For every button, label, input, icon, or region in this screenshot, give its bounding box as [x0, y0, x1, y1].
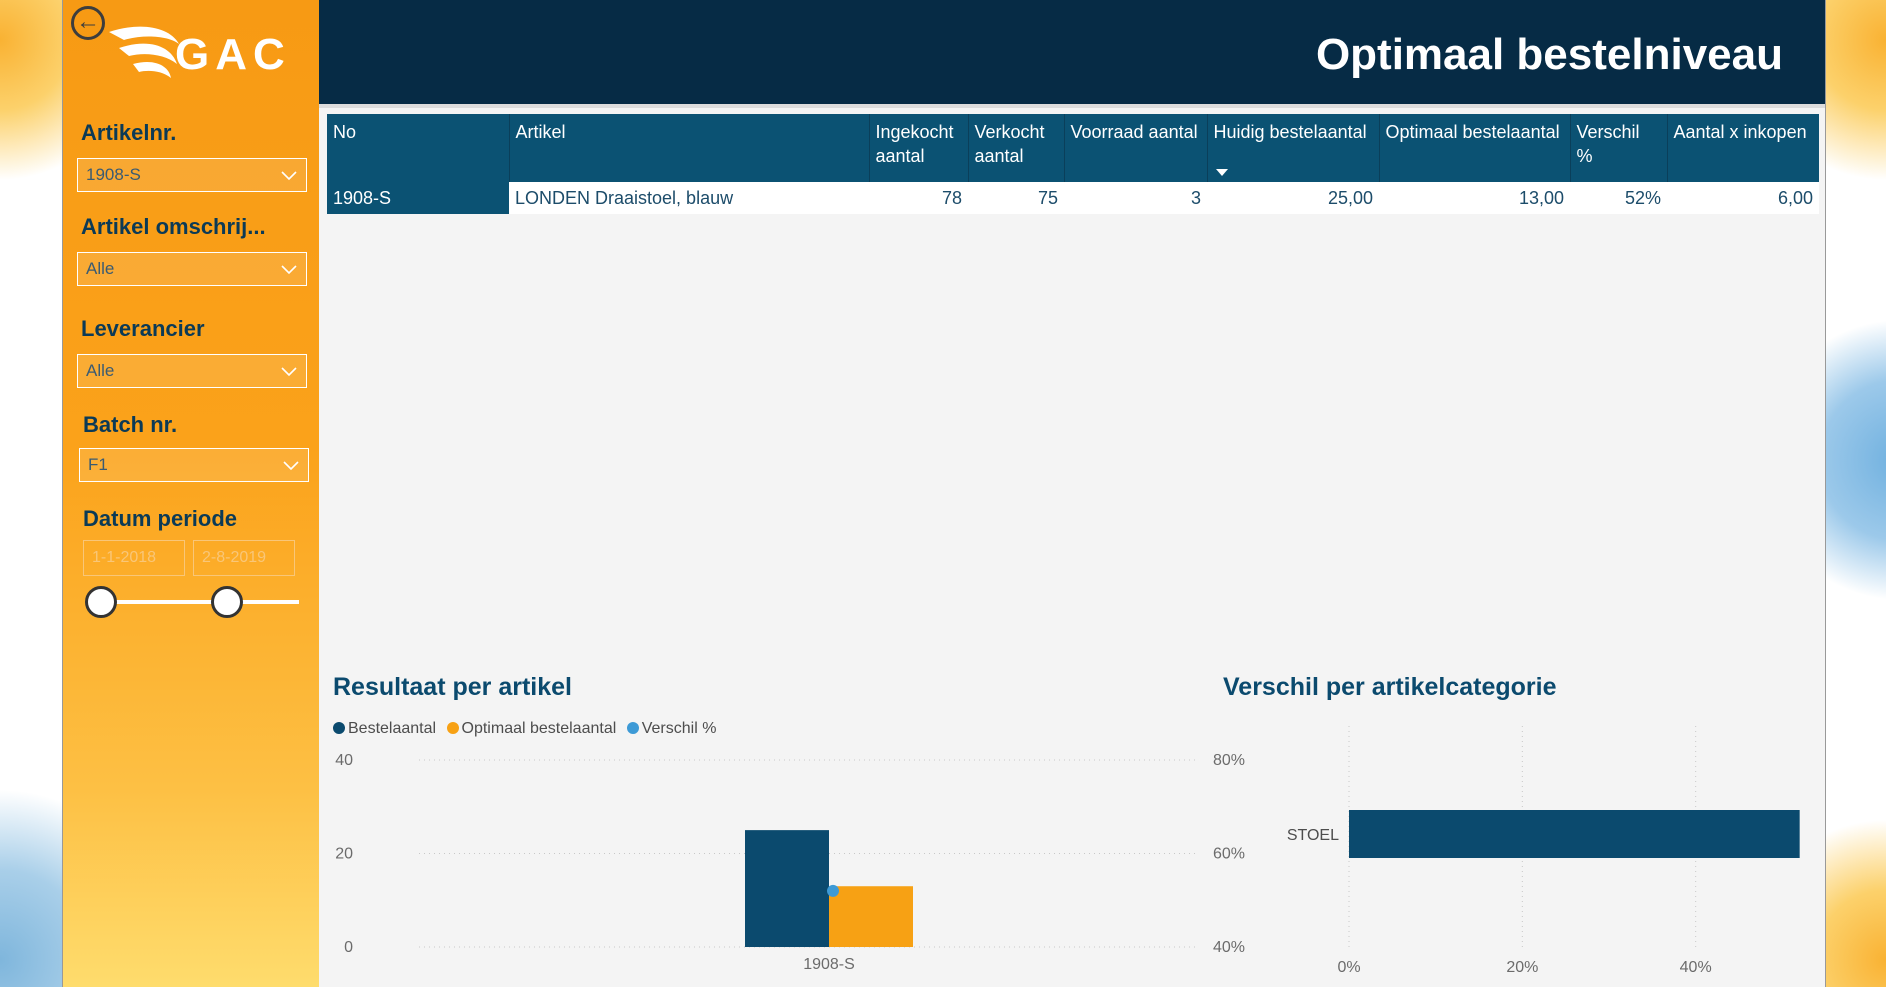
- col-header-huidig-label: Huidig bestelaantal: [1213, 122, 1367, 142]
- x-tick-label: 40%: [1680, 959, 1712, 976]
- artikelnr-dropdown[interactable]: 1908-S: [77, 158, 307, 192]
- table-row[interactable]: 1908-S LONDEN Draaistoel, blauw 78 75 3 …: [327, 182, 1819, 214]
- page-title: Optimaal bestelniveau: [1315, 30, 1783, 79]
- omschrijving-value: Alle: [86, 259, 115, 278]
- date-slider-end-handle[interactable]: [211, 586, 243, 618]
- filter-sidebar: ← GAC Artikelnr. 1908-S Artikel omschrij…: [63, 0, 319, 987]
- col-header-no[interactable]: No: [327, 114, 510, 182]
- col-header-aantal-x[interactable]: Aantal x inkopen: [1667, 114, 1819, 182]
- chart-title-resultaat: Resultaat per artikel: [333, 673, 572, 701]
- logo-text: GAC: [175, 30, 291, 79]
- batch-dropdown[interactable]: F1: [79, 448, 309, 482]
- chevron-down-icon: [281, 171, 297, 181]
- legend-dot-icon: [626, 722, 639, 734]
- date-slider-start-handle[interactable]: [85, 586, 117, 618]
- x-tick-label: 0%: [1337, 959, 1360, 976]
- col-header-huidig[interactable]: Huidig bestelaantal: [1207, 114, 1380, 182]
- col-header-artikel[interactable]: Artikel: [509, 114, 870, 182]
- legend-dot-icon: [333, 722, 345, 734]
- cell-optimaal: 13,00: [1379, 182, 1570, 214]
- legend-label: Verschil %: [641, 720, 717, 737]
- table-header-row: No Artikel Ingekocht aantal Verkocht aan…: [327, 114, 1819, 182]
- chart-resultaat-per-artikel: 0 20 40 40% 60% 80% 1908-S: [335, 752, 1245, 973]
- y2-tick-label: 80%: [1213, 752, 1245, 769]
- bar-bestelaantal: [745, 830, 829, 947]
- leverancier-dropdown[interactable]: Alle: [77, 354, 307, 388]
- col-header-voorraad[interactable]: Voorraad aantal: [1064, 114, 1208, 182]
- report-page: ← GAC Artikelnr. 1908-S Artikel omschrij…: [62, 0, 1826, 987]
- bar-optimaal-bestelaantal: [829, 886, 913, 947]
- legend-item-bestelaantal[interactable]: Bestelaantal: [333, 720, 436, 737]
- y2-tick-label: 60%: [1213, 846, 1245, 863]
- batch-value: F1: [88, 455, 108, 474]
- y-tick-label: 20: [335, 846, 353, 863]
- cell-no: 1908-S: [327, 182, 509, 214]
- x-tick-label: 1908-S: [803, 956, 855, 973]
- gac-logo-icon: [109, 26, 179, 78]
- cell-huidig: 25,00: [1207, 182, 1379, 214]
- chevron-down-icon: [281, 265, 297, 275]
- cell-ingekocht: 78: [869, 182, 968, 214]
- cell-verschil: 52%: [1570, 182, 1667, 214]
- chart-title-verschil: Verschil per artikelcategorie: [1223, 673, 1557, 701]
- chart-verschil-per-categorie: 0%20%40%60%STOEL: [1287, 726, 1800, 976]
- col-header-optimaal[interactable]: Optimaal bestelaantal: [1379, 114, 1571, 182]
- legend-label: Optimaal bestelaantal: [461, 720, 617, 737]
- date-slider-track[interactable]: [91, 600, 299, 604]
- date-start-input[interactable]: 1-1-2018: [83, 540, 185, 576]
- y2-tick-label: 40%: [1213, 939, 1245, 956]
- chart-legend: Bestelaantal Optimaal bestelaantal Versc…: [333, 720, 722, 738]
- leverancier-label: Leverancier: [81, 316, 205, 341]
- legend-item-optimaal[interactable]: Optimaal bestelaantal: [446, 720, 617, 737]
- legend-label: Bestelaantal: [348, 720, 437, 737]
- col-header-verschil[interactable]: Verschil %: [1570, 114, 1668, 182]
- point-verschil: [827, 884, 839, 897]
- cell-artikel: LONDEN Draaistoel, blauw: [509, 182, 869, 214]
- artikelnr-label: Artikelnr.: [81, 120, 177, 145]
- x-tick-label: 20%: [1506, 959, 1538, 976]
- legend-dot-icon: [446, 722, 459, 734]
- chevron-down-icon: [283, 461, 299, 471]
- col-header-ingekocht[interactable]: Ingekocht aantal: [869, 114, 969, 182]
- chevron-down-icon: [281, 367, 297, 377]
- cell-aantal-x: 6,00: [1667, 182, 1819, 214]
- datum-label: Datum periode: [83, 506, 238, 531]
- cell-verkocht: 75: [968, 182, 1064, 214]
- back-arrow-icon[interactable]: ←: [71, 6, 105, 40]
- date-end-input[interactable]: 2-8-2019: [193, 540, 295, 576]
- omschrijving-label: Artikel omschrij...: [81, 214, 266, 239]
- col-header-verkocht[interactable]: Verkocht aantal: [968, 114, 1065, 182]
- sort-descending-icon: [1215, 169, 1228, 176]
- page-header: Optimaal bestelniveau: [319, 0, 1825, 108]
- legend-item-verschil[interactable]: Verschil %: [626, 720, 717, 737]
- article-table: No Artikel Ingekocht aantal Verkocht aan…: [327, 114, 1819, 214]
- y-category-label: STOEL: [1287, 827, 1339, 844]
- y-tick-label: 40: [335, 752, 353, 769]
- leverancier-value: Alle: [86, 361, 115, 380]
- y-tick-label: 0: [344, 939, 353, 956]
- batch-label: Batch nr.: [83, 412, 178, 437]
- bar-stoel: [1349, 810, 1800, 858]
- cell-voorraad: 3: [1064, 182, 1207, 214]
- omschrijving-dropdown[interactable]: Alle: [77, 252, 307, 286]
- artikelnr-value: 1908-S: [86, 165, 141, 184]
